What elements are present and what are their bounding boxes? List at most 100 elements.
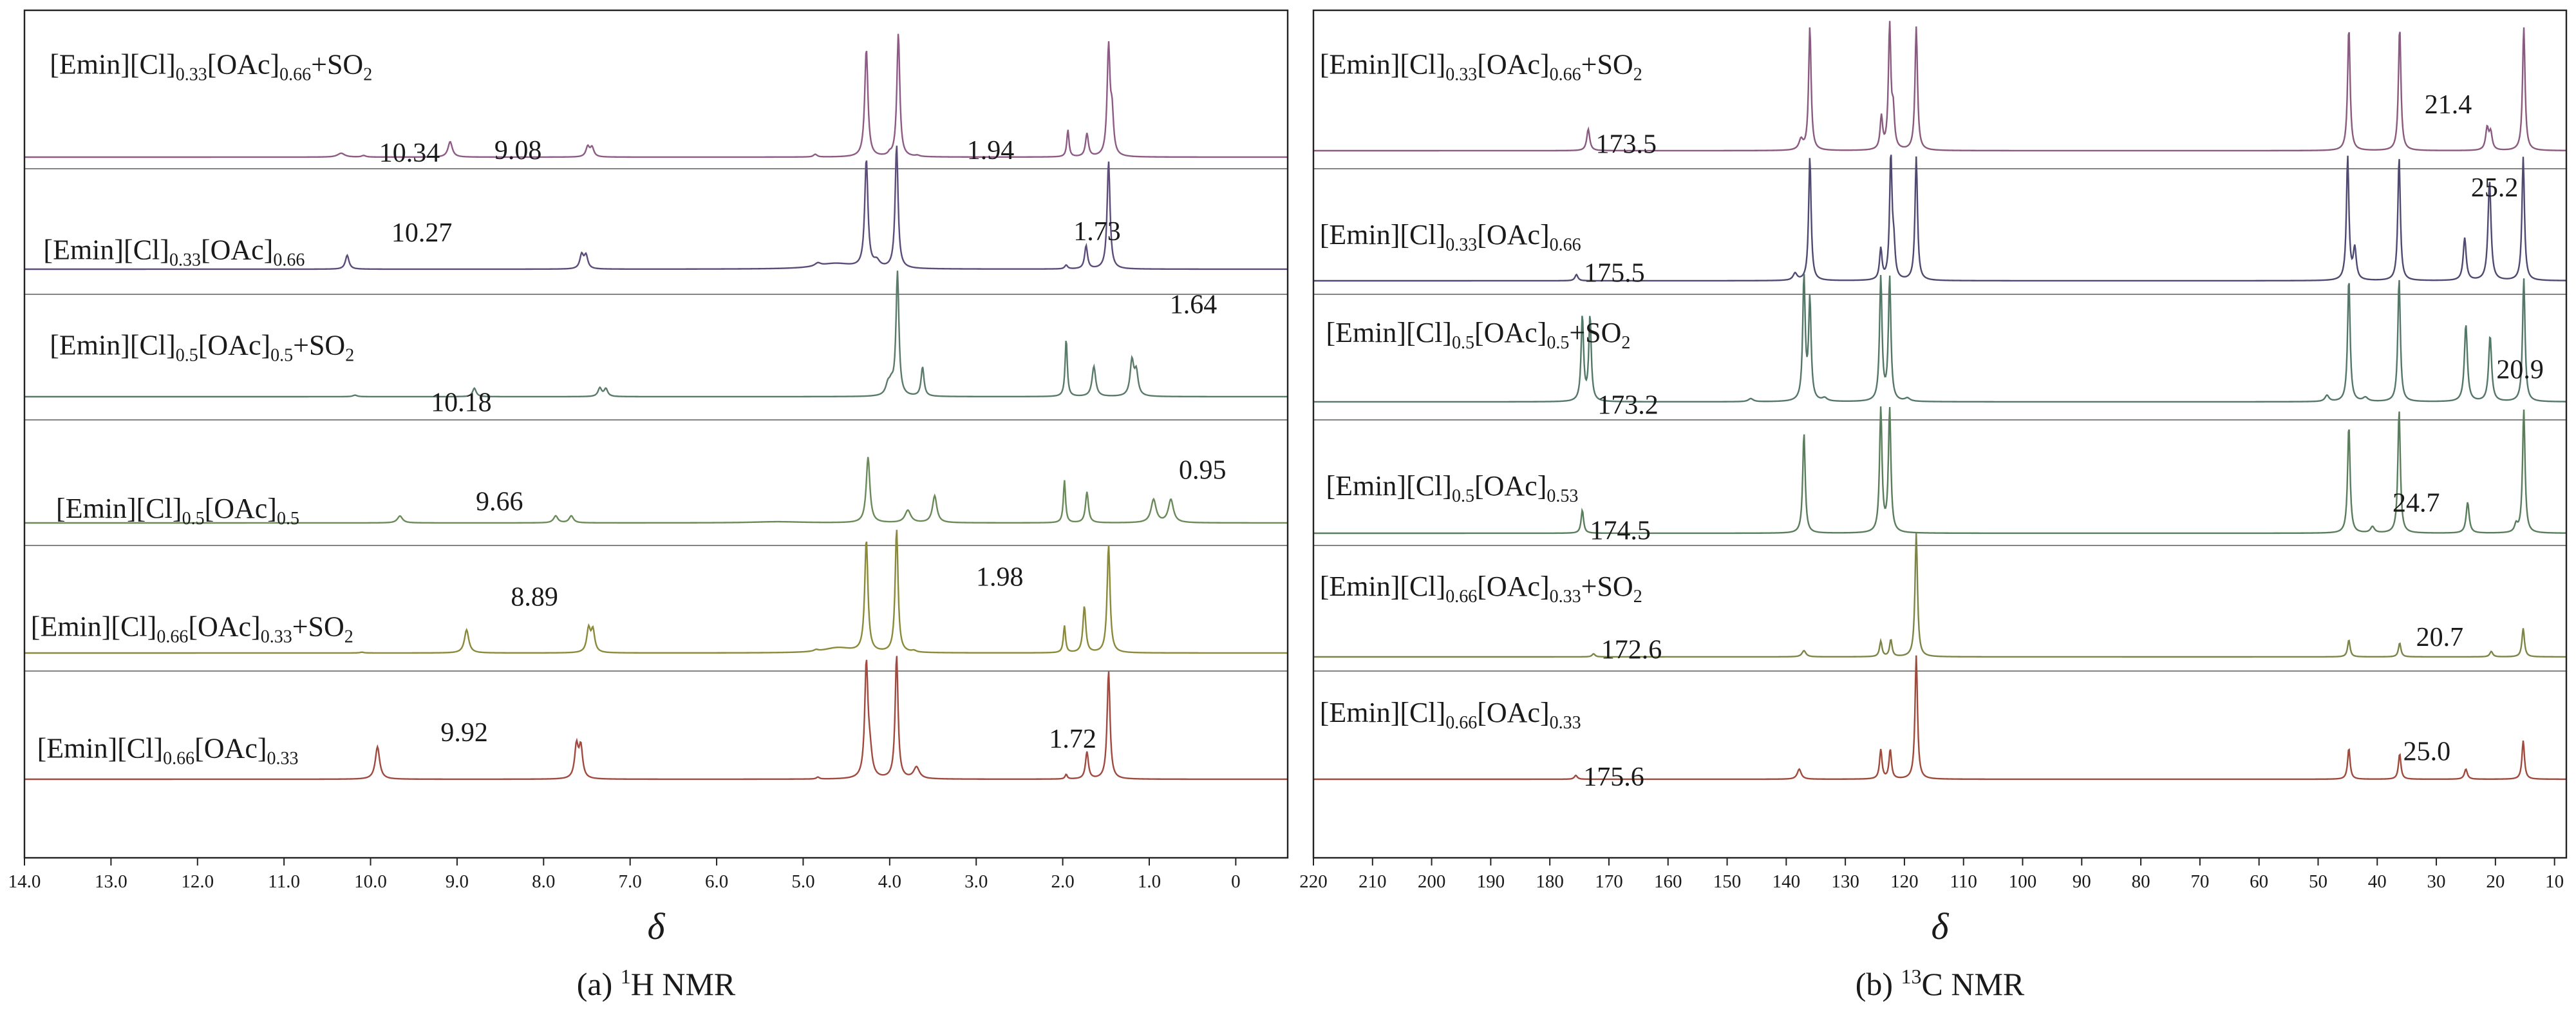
label-part: [Emin][Cl] <box>1320 48 1446 80</box>
label-part: [OAc] <box>1477 48 1549 80</box>
spectrum-trace <box>24 656 1288 781</box>
peak-label: 172.6 <box>1601 636 1662 665</box>
peak-label: 8.89 <box>511 583 558 612</box>
label-subscript: 0.5 <box>1547 333 1569 353</box>
x-tick-label: 90 <box>2073 871 2091 892</box>
x-tick-label: 4.0 <box>878 871 901 892</box>
x-tick-label: 160 <box>1654 871 1682 892</box>
label-part: [Emin][Cl] <box>50 48 176 80</box>
label-subscript: 0.66 <box>279 64 311 84</box>
peak-label: 10.18 <box>431 388 492 417</box>
spectrum-trace <box>24 529 1288 654</box>
label-part: [Emin][Cl] <box>37 733 164 764</box>
label-subscript: 0.33 <box>1445 235 1477 255</box>
x-tick-label: 5.0 <box>791 871 814 892</box>
label-subscript: 2 <box>1621 333 1630 353</box>
caption-prefix: (a) <box>577 966 621 1002</box>
spectrum-series <box>24 529 1288 654</box>
x-tick-label: 1.0 <box>1138 871 1161 892</box>
peak-label: 173.2 <box>1597 390 1659 420</box>
spectrum-trace <box>24 146 1288 270</box>
peak-label: 1.98 <box>976 562 1024 592</box>
label-part: [OAc] <box>201 234 273 265</box>
label-part: [OAc] <box>198 330 270 361</box>
peak-label: 1.73 <box>1073 217 1121 247</box>
x-tick-label: 11.0 <box>268 871 300 892</box>
label-subscript: 0.5 <box>1452 333 1474 353</box>
peak-label: 25.0 <box>2403 737 2451 767</box>
peak-label: 25.2 <box>2471 173 2519 203</box>
spectrum-trace <box>1313 655 2566 781</box>
x-tick-label: 8.0 <box>532 871 555 892</box>
label-subscript: 2 <box>1633 587 1642 607</box>
label-part: [Emin][Cl] <box>43 234 169 265</box>
series-label: [Emin][Cl]0.66[OAc]0.33+SO2 <box>31 611 353 647</box>
label-subscript: 0.33 <box>1550 713 1581 733</box>
x-tick-label: 120 <box>1890 871 1919 892</box>
x-tick-label: 140 <box>1772 871 1801 892</box>
peak-label: 1.94 <box>967 136 1015 166</box>
peak-label: 9.92 <box>440 718 488 748</box>
x-tick-label: 190 <box>1477 871 1505 892</box>
label-part: [Emin][Cl] <box>1326 470 1452 502</box>
plot-area <box>1313 21 2566 781</box>
x-axis-label: δ <box>1932 905 1950 947</box>
label-part: [Emin][Cl] <box>56 493 182 524</box>
spectrum-trace <box>1313 155 2566 282</box>
x-tick-label: 210 <box>1359 871 1387 892</box>
series-label: [Emin][Cl]0.5[OAc]0.5+SO2 <box>50 330 354 366</box>
label-subscript: 0.33 <box>169 250 201 270</box>
label-subscript: 0.66 <box>273 250 305 270</box>
peak-label: 10.34 <box>379 138 440 168</box>
plot-frame <box>1312 9 2568 859</box>
peak-label: 24.7 <box>2393 488 2440 518</box>
label-part: +SO <box>1581 48 1633 80</box>
label-subscript: 0.66 <box>1550 64 1581 84</box>
x-tick-label: 200 <box>1418 871 1446 892</box>
spectrum-trace <box>1313 21 2566 152</box>
x-tick-label: 9.0 <box>446 871 469 892</box>
x-tick-label: 2.0 <box>1051 871 1074 892</box>
spectrum-series <box>24 656 1288 781</box>
spectrum-trace <box>1313 274 2566 403</box>
caption-prefix: (b) <box>1856 966 1901 1002</box>
x-tick-label: 170 <box>1595 871 1623 892</box>
label-subscript: 0.66 <box>1550 235 1581 255</box>
x-tick-label: 60 <box>2250 871 2268 892</box>
spectrum-series <box>1313 533 2566 658</box>
series-label: [Emin][Cl]0.66[OAc]0.33+SO2 <box>1320 571 1642 607</box>
label-subscript: 0.5 <box>277 509 299 529</box>
label-part: [Emin][Cl] <box>1320 219 1446 251</box>
label-subscript: 0.33 <box>176 64 207 84</box>
label-part: [Emin][Cl] <box>50 330 176 361</box>
x-tick-label: 0 <box>1231 871 1241 892</box>
series-label: [Emin][Cl]0.33[OAc]0.66+SO2 <box>50 48 372 84</box>
x-tick-label: 220 <box>1299 871 1328 892</box>
peak-label: 1.64 <box>1170 290 1217 319</box>
series-label: [Emin][Cl]0.5[OAc]0.5 <box>56 493 299 529</box>
label-part: [OAc] <box>1474 470 1547 502</box>
x-tick-label: 10 <box>2545 871 2564 892</box>
label-part: [OAc] <box>1477 697 1549 728</box>
x-tick-label: 130 <box>1831 871 1859 892</box>
peak-label: 20.9 <box>2496 355 2544 385</box>
label-subscript: 0.5 <box>176 346 198 366</box>
label-part: [OAc] <box>194 733 267 764</box>
label-part: +SO <box>1569 317 1621 348</box>
label-subscript: 0.66 <box>156 627 188 647</box>
spectrum-series <box>24 33 1288 158</box>
peak-label: 1.72 <box>1049 724 1096 754</box>
label-subscript: 0.33 <box>267 749 299 769</box>
x-tick-label: 180 <box>1536 871 1564 892</box>
nmr-panel-b: [Emin][Cl]0.33[OAc]0.66+SO2173.521.4[Emi… <box>1299 9 2568 1002</box>
peak-label: 0.95 <box>1179 456 1227 486</box>
peak-label: 9.66 <box>476 487 523 516</box>
series-label: [Emin][Cl]0.5[OAc]0.53 <box>1326 470 1578 506</box>
spectrum-series <box>24 419 1288 524</box>
x-tick-label: 40 <box>2368 871 2387 892</box>
panel-caption: (a) 1H NMR <box>577 965 736 1002</box>
label-subscript: 2 <box>345 346 354 366</box>
label-part: [Emin][Cl] <box>1320 697 1446 728</box>
